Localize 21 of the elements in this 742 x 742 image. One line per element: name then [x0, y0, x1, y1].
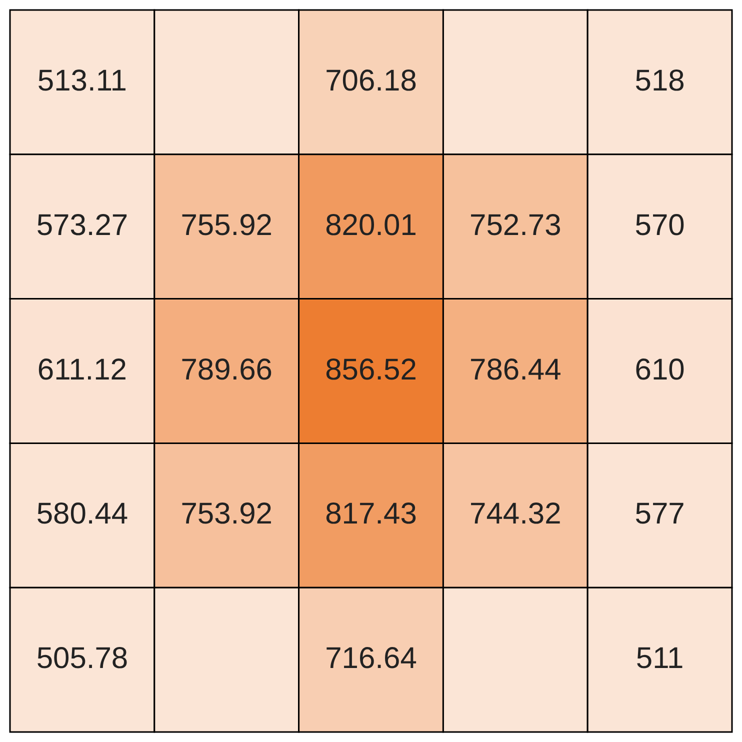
data-label: 580.44: [36, 498, 128, 531]
data-label: 755.92: [180, 208, 272, 242]
data-label: 513.11: [37, 64, 127, 98]
data-label: 752.73: [470, 208, 562, 242]
data-label: 789.66: [180, 353, 272, 386]
data-label: 505.78: [36, 642, 128, 676]
data-label: 706.18: [325, 64, 417, 98]
data-label: 856.52: [325, 353, 417, 386]
data-label: 577: [634, 498, 685, 531]
data-label: 570: [634, 208, 685, 242]
data-label: 611.12: [37, 353, 127, 386]
data-label: 786.44: [470, 353, 562, 386]
data-label: 518: [634, 64, 685, 98]
data-label: 820.01: [325, 208, 417, 242]
data-label: 511: [636, 642, 684, 676]
data-label: 753.92: [180, 498, 272, 531]
data-label: 716.64: [325, 642, 417, 676]
data-label: 817.43: [325, 498, 417, 531]
data-label: 573.27: [36, 208, 128, 242]
data-label: 744.32: [470, 498, 562, 531]
data-label: 610: [634, 353, 685, 386]
